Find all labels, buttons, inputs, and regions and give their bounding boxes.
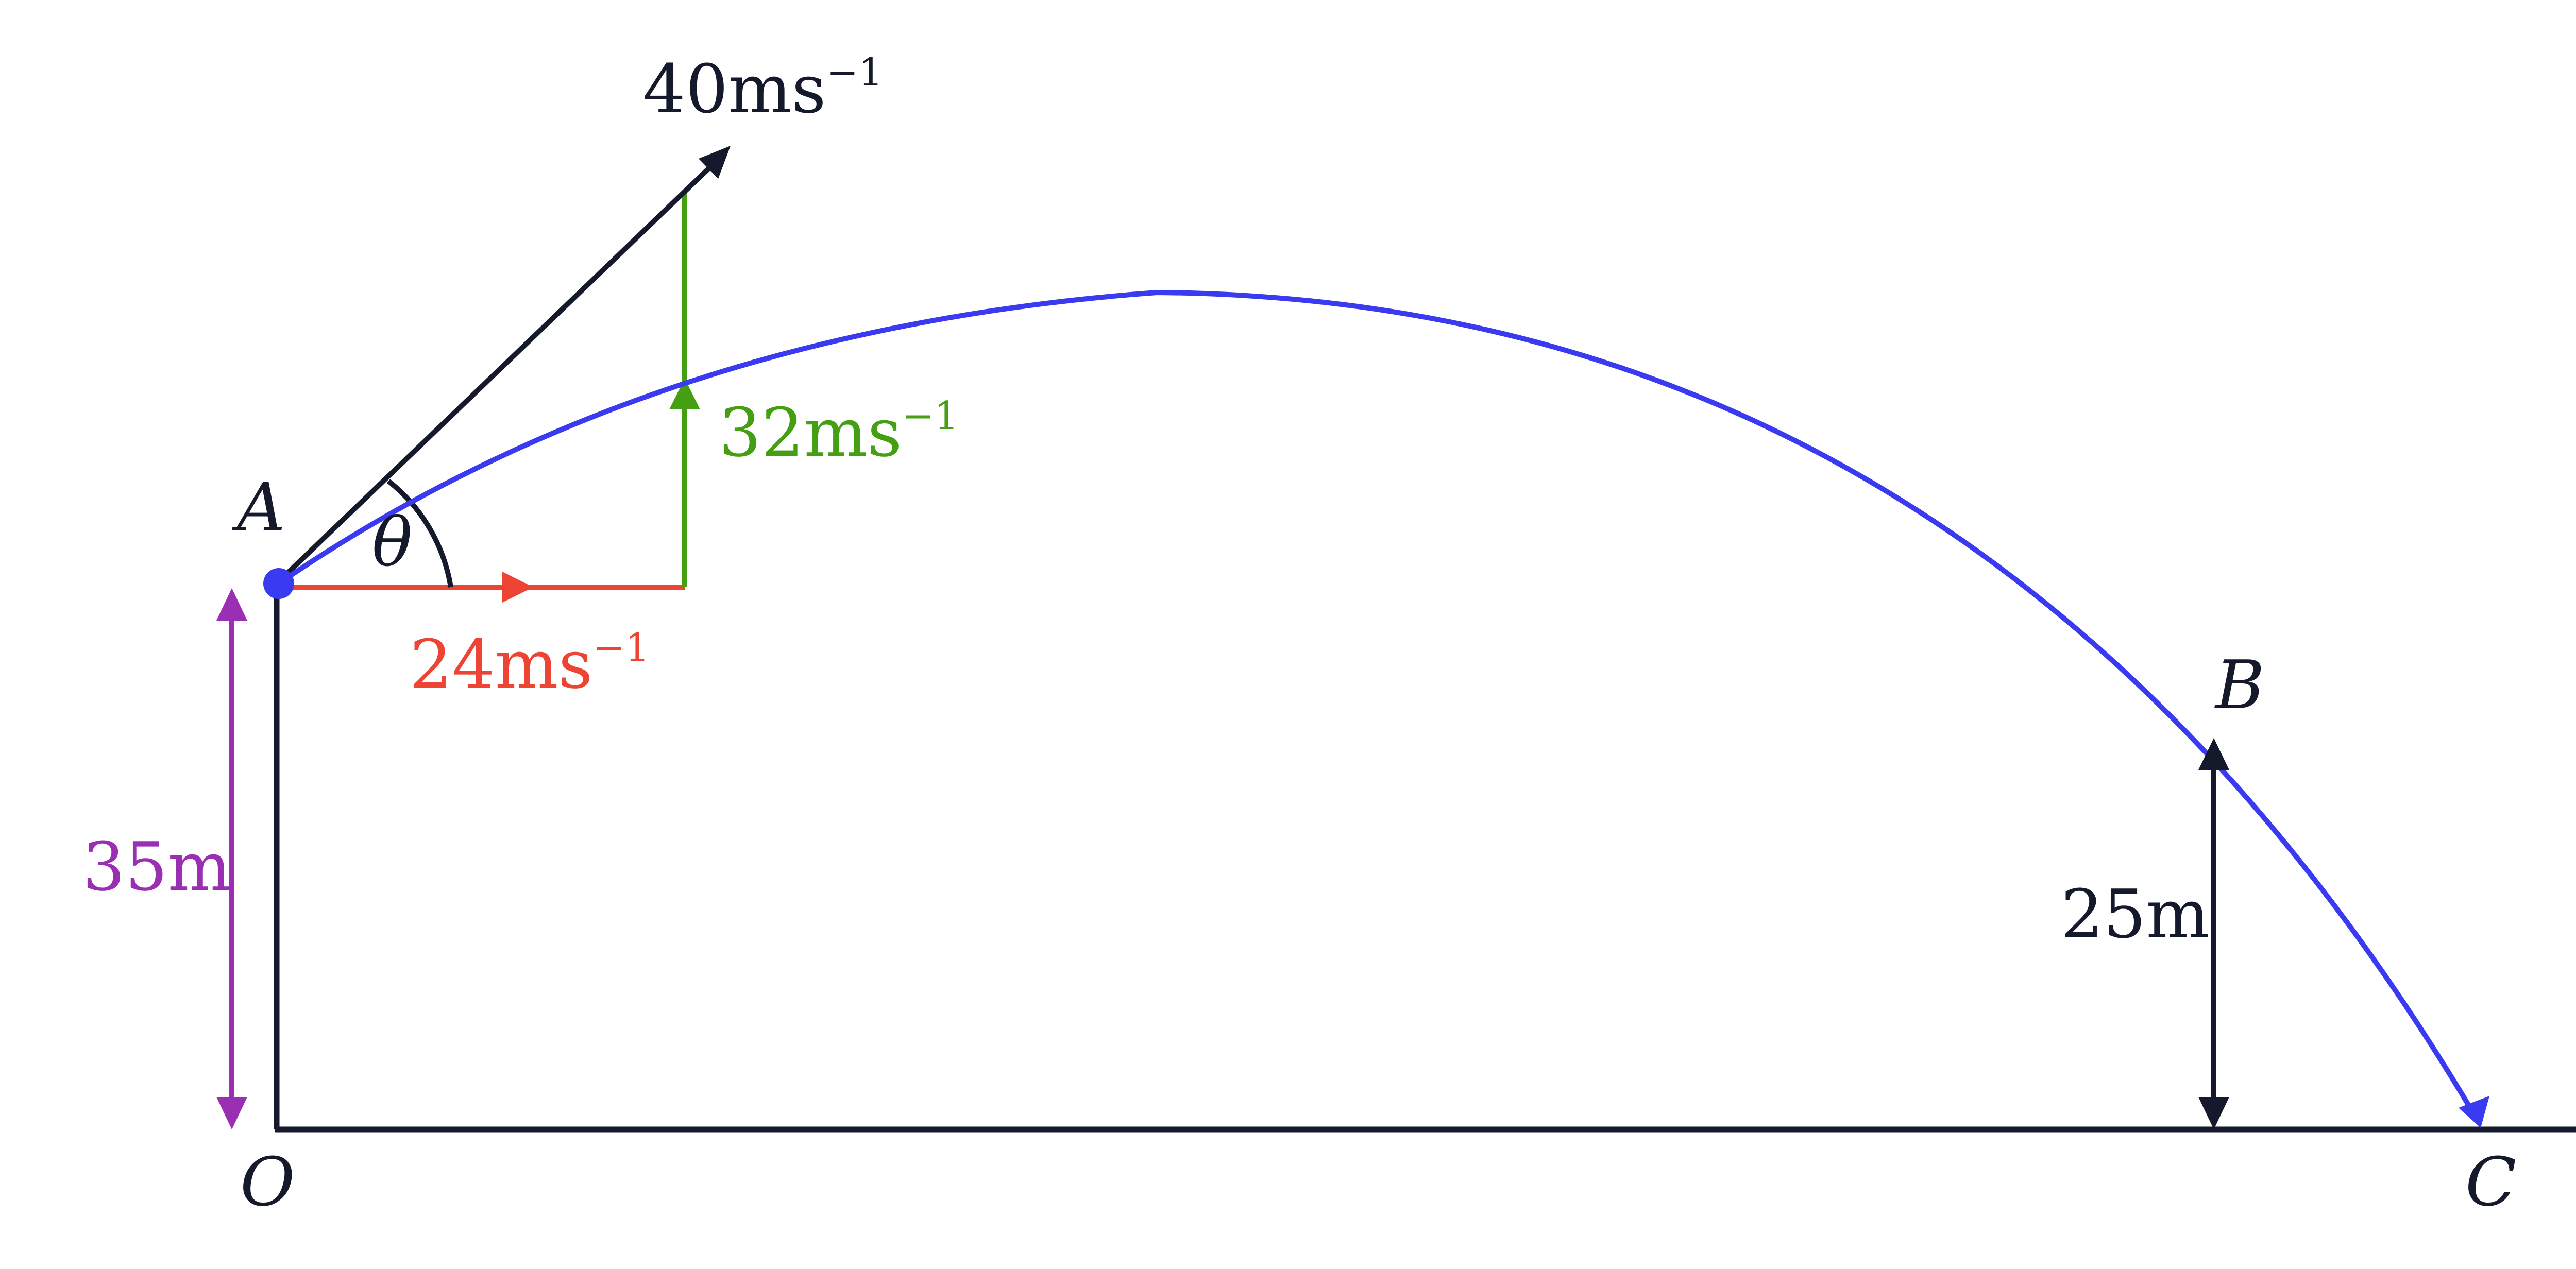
angle-label: θ xyxy=(372,503,412,581)
point-b-label: B xyxy=(2214,646,2265,724)
point-o-label: O xyxy=(240,1143,295,1221)
point-b-height-label: 25m xyxy=(2061,875,2210,953)
horizontal-component-arrowhead xyxy=(502,572,533,603)
vertical-component-arrowhead xyxy=(669,379,700,409)
point-a-label: A xyxy=(232,468,285,546)
velocity-arrowhead xyxy=(699,146,731,179)
point-c-label: C xyxy=(2465,1143,2516,1221)
vertical-component-label: 32ms−1 xyxy=(719,393,959,472)
launch-point xyxy=(263,568,294,599)
velocity-exponent: −1 xyxy=(826,49,883,95)
angle-arc xyxy=(386,479,453,588)
launch-height-arrowhead-bottom xyxy=(216,1097,247,1129)
horizontal-component-exponent: −1 xyxy=(592,625,650,670)
point-b-height-arrowhead-bottom xyxy=(2198,1097,2229,1129)
trajectory-curve xyxy=(277,289,2476,1114)
vertical-component-exponent: −1 xyxy=(902,393,959,438)
velocity-vector xyxy=(275,163,715,586)
point-b-height-arrowhead-top xyxy=(2198,738,2229,770)
velocity-label: 40ms−1 xyxy=(643,49,883,128)
horizontal-component-label: 24ms−1 xyxy=(410,625,650,704)
launch-height-label: 35m xyxy=(82,828,231,906)
trajectory-arrowhead xyxy=(2459,1096,2489,1128)
launch-height-arrowhead-top xyxy=(216,588,247,621)
